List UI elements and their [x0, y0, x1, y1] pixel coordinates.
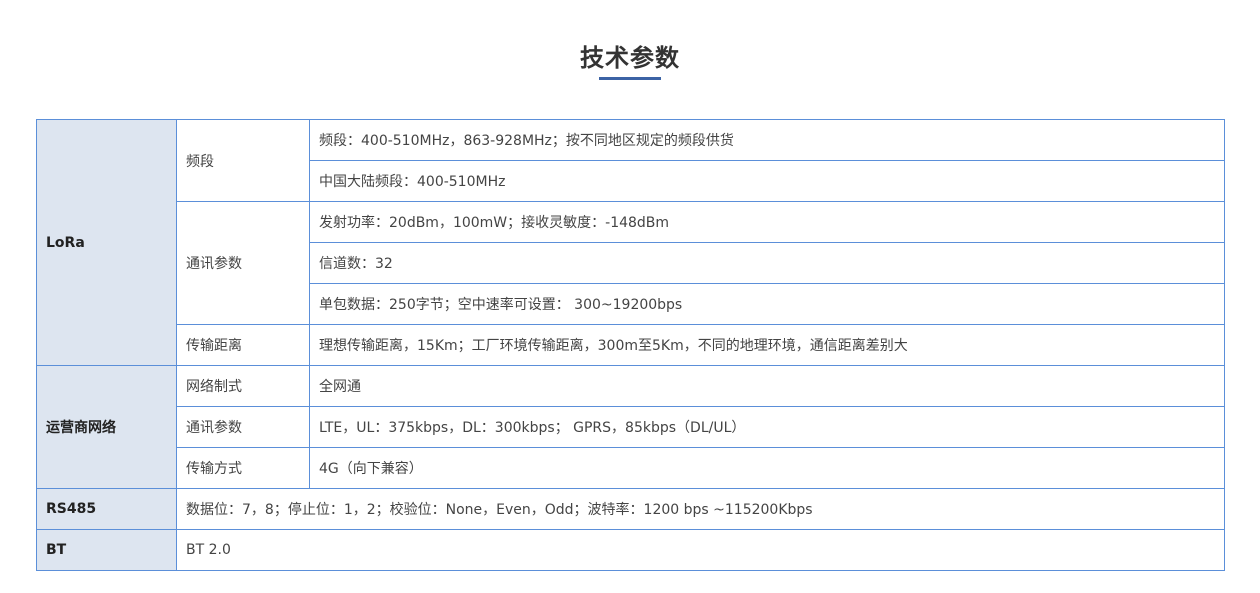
table-row: 传输方式 4G（向下兼容） [37, 447, 1225, 489]
param-label: 传输距离 [176, 324, 310, 366]
table-row: RS485 数据位：7，8；停止位：1，2；校验位：None，Even，Odd；… [36, 488, 1225, 530]
param-value: BT 2.0 [176, 529, 1225, 571]
param-value: 中国大陆频段：400-510MHz [309, 160, 1225, 202]
table-row: 通讯参数 LTE，UL：375kbps，DL：300kbps； GPRS，85k… [37, 406, 1225, 448]
table-row: 中国大陆频段：400-510MHz [37, 160, 1225, 202]
param-value: 单包数据：250字节；空中速率可设置： 300~19200bps [309, 283, 1225, 325]
category-bt: BT [36, 529, 177, 571]
param-label: 通讯参数 [176, 406, 310, 448]
param-label: 通讯参数 [176, 201, 310, 325]
title-underline [599, 77, 661, 80]
param-value: 发射功率：20dBm，100mW；接收灵敏度：-148dBm [309, 201, 1225, 243]
param-value: LTE，UL：375kbps，DL：300kbps； GPRS，85kbps（D… [309, 406, 1225, 448]
param-value: 数据位：7，8；停止位：1，2；校验位：None，Even，Odd；波特率：12… [176, 488, 1225, 530]
table-row: 通讯参数 发射功率：20dBm，100mW；接收灵敏度：-148dBm [37, 201, 1225, 325]
category-rs485: RS485 [36, 488, 177, 530]
table-row: BT BT 2.0 [36, 529, 1225, 571]
table-row: 信道数：32 [37, 242, 1225, 284]
param-label: 网络制式 [176, 365, 310, 407]
spec-table: LoRa 频段 频段：400-510MHz，863-928MHz；按不同地区规定… [36, 119, 1225, 571]
table-row: LoRa 频段 频段：400-510MHz，863-928MHz；按不同地区规定… [36, 119, 1225, 366]
param-value: 频段：400-510MHz，863-928MHz；按不同地区规定的频段供货 [309, 119, 1225, 161]
param-value: 全网通 [309, 365, 1225, 407]
param-value: 理想传输距离，15Km；工厂环境传输距离，300m至5Km，不同的地理环境，通信… [309, 324, 1225, 366]
param-value: 信道数：32 [309, 242, 1225, 284]
category-lora: LoRa [36, 119, 177, 366]
table-row: 运营商网络 网络制式 全网通 [36, 365, 1225, 489]
page-title: 技术参数 [580, 44, 680, 72]
category-carrier: 运营商网络 [36, 365, 177, 489]
param-value: 4G（向下兼容） [309, 447, 1225, 489]
param-label: 频段 [176, 119, 310, 202]
table-row: 传输距离 理想传输距离，15Km；工厂环境传输距离，300m至5Km，不同的地理… [37, 324, 1225, 366]
param-label: 传输方式 [176, 447, 310, 489]
